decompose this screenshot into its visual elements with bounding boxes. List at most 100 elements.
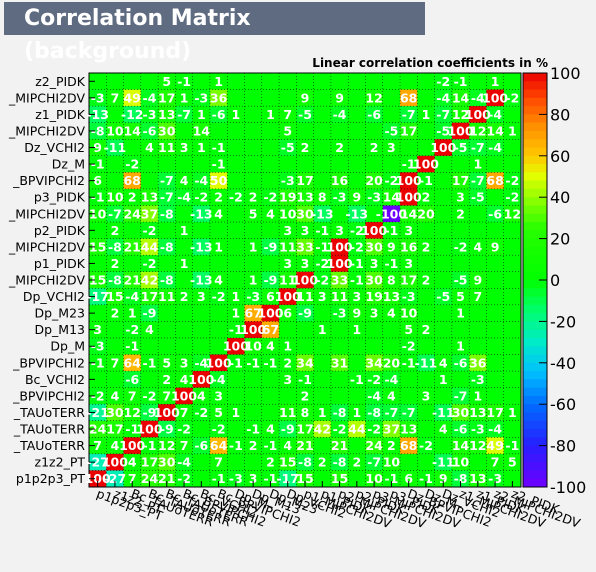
cell-value-label: 4: [197, 388, 206, 403]
heatmap-cell: [313, 139, 332, 157]
heatmap-cell: [89, 255, 107, 273]
heatmap-cell: [123, 172, 142, 190]
cell-value-label: 3: [180, 355, 189, 370]
heatmap-cell: [296, 453, 314, 471]
heatmap-cell: [158, 271, 176, 289]
heatmap-cell: [244, 437, 263, 455]
heatmap-cell: [434, 288, 453, 306]
heatmap-cell: [175, 255, 193, 273]
cell-value-label: -2: [194, 405, 208, 420]
heatmap-cell: [261, 288, 280, 306]
heatmap-cell: [244, 371, 263, 388]
heatmap-cell: [503, 188, 522, 206]
cell-value-label: 4: [387, 388, 396, 403]
heatmap-cell: [417, 387, 435, 405]
cell-value-label: 4: [180, 173, 189, 188]
cell-value-label: -13: [190, 206, 213, 221]
heatmap-cell: [106, 255, 124, 273]
heatmap-cell: [140, 222, 159, 239]
heatmap-cell: [209, 188, 228, 206]
cell-value-label: 17: [452, 173, 469, 188]
heatmap-cell: [382, 404, 401, 422]
cell-value-label: 68: [400, 438, 417, 453]
cell-value-label: -1: [315, 223, 329, 238]
heatmap-cell: [348, 404, 366, 422]
heatmap-cell: [313, 255, 332, 273]
heatmap-cell: [158, 205, 176, 223]
heatmap-cell: [244, 255, 263, 273]
heatmap-cell: [503, 205, 522, 223]
heatmap-cell: [434, 354, 453, 372]
heatmap-cell: [261, 89, 280, 107]
cell-value-label: 100: [240, 322, 266, 337]
heatmap-cell: [158, 155, 176, 173]
cell-value-label: -2: [350, 223, 364, 238]
heatmap-cell: [209, 172, 228, 190]
heatmap-cell: [261, 222, 280, 239]
heatmap-cell: [140, 420, 159, 438]
cell-value-label: 2: [249, 438, 258, 453]
heatmap-cell: [158, 387, 176, 405]
heatmap-cell: [209, 453, 228, 471]
heatmap-cell: [417, 271, 435, 289]
heatmap-cell: [227, 255, 245, 273]
y-tick-label: _MIPCHI2DV: [8, 206, 85, 221]
heatmap-cell: [451, 205, 470, 223]
heatmap-cell: [89, 371, 107, 388]
heatmap-cell: [365, 420, 384, 438]
heatmap-cell: [348, 337, 366, 355]
cell-value-label: -2: [333, 422, 347, 437]
heatmap-cell: [348, 470, 366, 488]
cell-value-label: -1: [91, 157, 105, 172]
heatmap-cell: [123, 354, 142, 372]
palette-tick-label: -100: [550, 478, 586, 497]
palette-tick-label: -20: [550, 312, 576, 331]
cell-value-label: 16: [400, 239, 418, 254]
cell-value-label: -27: [86, 455, 109, 470]
cell-value-label: 68: [486, 173, 503, 188]
cell-value-label: 64: [210, 438, 228, 453]
heatmap-cell: [123, 304, 142, 322]
palette-band: [523, 188, 547, 198]
cell-value-label: 50: [210, 173, 228, 188]
heatmap-cell: [348, 304, 366, 322]
cell-value-label: 4: [439, 422, 448, 437]
cell-value-label: -3: [246, 289, 260, 304]
cell-value-label: 49: [123, 90, 140, 105]
heatmap-cell: [400, 437, 418, 455]
heatmap-cell: [451, 139, 470, 157]
heatmap-cell: [417, 337, 435, 355]
cell-value-label: 12: [469, 123, 486, 138]
palette-band: [523, 246, 547, 256]
palette-tick-label: -80: [550, 437, 576, 456]
cell-value-label: -8: [160, 239, 174, 254]
cell-value-label: 3: [283, 372, 292, 387]
heatmap-cell: [89, 404, 107, 422]
heatmap-cell: [451, 89, 470, 107]
cell-value-label: 20: [365, 173, 383, 188]
heatmap-cell: [123, 271, 142, 289]
heatmap-cell: [106, 73, 124, 90]
cell-value-label: -5: [436, 289, 450, 304]
heatmap-cell: [417, 354, 435, 372]
cell-value-label: 2: [266, 455, 275, 470]
cell-value-label: -3: [143, 107, 157, 122]
cell-value-label: 1: [422, 107, 431, 122]
heatmap-cell: [469, 354, 487, 372]
cell-value-label: -100: [376, 206, 408, 221]
heatmap-cell: [244, 205, 263, 223]
heatmap-cell: [296, 470, 314, 488]
cell-value-label: 9: [335, 90, 344, 105]
heatmap-cell: [244, 122, 263, 140]
heatmap-cell: [348, 371, 366, 388]
heatmap-cell: [469, 371, 487, 388]
heatmap-cell: [330, 155, 349, 173]
heatmap-cell: [140, 271, 159, 289]
cell-value-label: -12: [121, 107, 144, 122]
heatmap-cell: [313, 106, 332, 123]
heatmap-cell: [434, 271, 453, 289]
heatmap-cell: [261, 188, 280, 206]
heatmap-cell: [330, 304, 349, 322]
heatmap-cell: [417, 155, 435, 173]
heatmap-cell: [123, 188, 142, 206]
